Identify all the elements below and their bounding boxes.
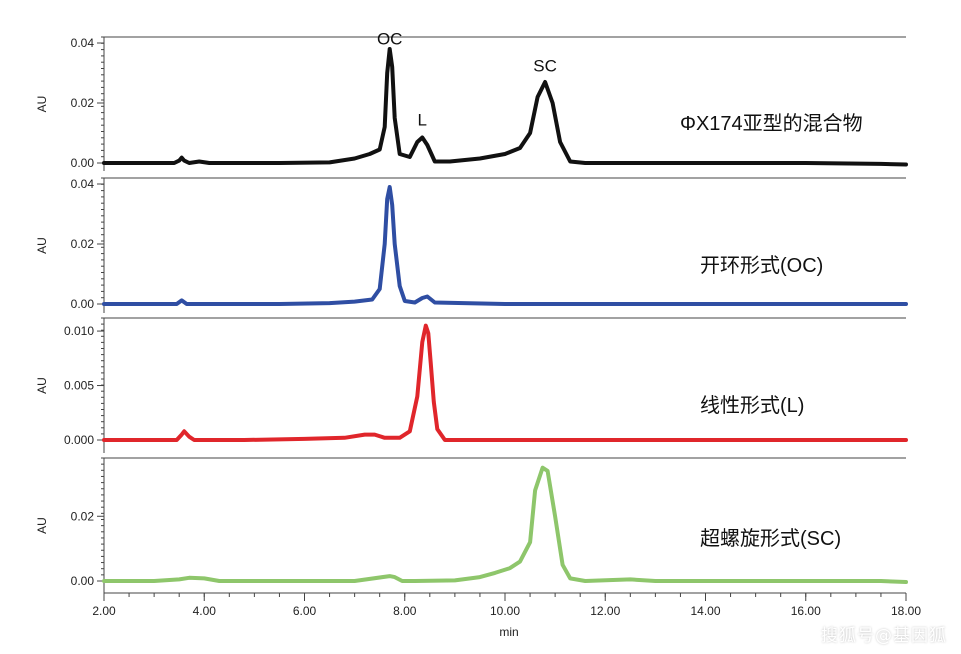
panel-3: 0.000 0.005 0.010 AU 线性形式(L) bbox=[35, 317, 908, 453]
x-tick-label: 14.00 bbox=[690, 604, 720, 618]
x-axis: min 2.00 4.00 6.00 8.00 10.00 12.00 14.00 16.00… bbox=[92, 592, 921, 639]
y-tick-label: 0.000 bbox=[64, 433, 94, 447]
x-tick-label: 10.00 bbox=[490, 604, 520, 618]
y-axis-label: AU bbox=[35, 517, 49, 534]
x-tick-label: 16.00 bbox=[791, 604, 821, 618]
trace-line bbox=[102, 323, 908, 442]
y-tick-label: 0.02 bbox=[71, 509, 95, 523]
x-tick-label: 4.00 bbox=[193, 604, 217, 618]
watermark-text: 搜狐号@基因狐 bbox=[821, 626, 947, 646]
y-axis-label: AU bbox=[35, 237, 49, 254]
trace-line bbox=[102, 185, 908, 306]
peak-label: SC bbox=[533, 57, 557, 76]
y-tick-label: 0.04 bbox=[71, 36, 95, 50]
x-tick-label: 18.00 bbox=[891, 604, 921, 618]
y-tick-label: 0.005 bbox=[64, 379, 94, 393]
trace-line bbox=[102, 47, 908, 167]
panel-caption: 开环形式(OC) bbox=[700, 254, 823, 277]
y-tick-label: 0.02 bbox=[71, 237, 95, 251]
trace-line bbox=[102, 465, 908, 584]
peak-label: L bbox=[418, 111, 427, 130]
x-tick-label: 8.00 bbox=[393, 604, 417, 618]
peak-label: OC bbox=[377, 30, 403, 49]
panel-caption: 超螺旋形式(SC) bbox=[700, 527, 841, 550]
x-tick-label: 12.00 bbox=[590, 604, 620, 618]
y-tick-label: 0.00 bbox=[71, 297, 95, 311]
panel-2: 0.00 0.02 0.04 AU 开环形式(OC) bbox=[35, 177, 908, 313]
y-tick-label: 0.04 bbox=[71, 177, 95, 191]
x-tick-label: 2.00 bbox=[92, 604, 116, 618]
y-axis-label: AU bbox=[35, 96, 49, 113]
panel-caption: 线性形式(L) bbox=[700, 394, 804, 417]
panel-1: 0.00 0.02 0.04 AU OC L SC ΦX174亚型的混合物 bbox=[35, 30, 908, 171]
panel-4: 0.00 0.02 AU 超螺旋形式(SC) bbox=[35, 457, 908, 593]
y-tick-label: 0.00 bbox=[71, 156, 95, 170]
x-tick-label: 6.00 bbox=[293, 604, 317, 618]
y-tick-label: 0.010 bbox=[64, 324, 94, 338]
y-tick-label: 0.02 bbox=[71, 96, 95, 110]
y-tick-label: 0.00 bbox=[71, 574, 95, 588]
panel-caption: ΦX174亚型的混合物 bbox=[680, 112, 863, 135]
y-axis-label: AU bbox=[35, 377, 49, 394]
x-axis-label: min bbox=[499, 625, 518, 639]
chromatogram-panels: 0.000.020.04AUOCLSCΦX174亚型的混合物0.000.020.… bbox=[35, 30, 908, 593]
